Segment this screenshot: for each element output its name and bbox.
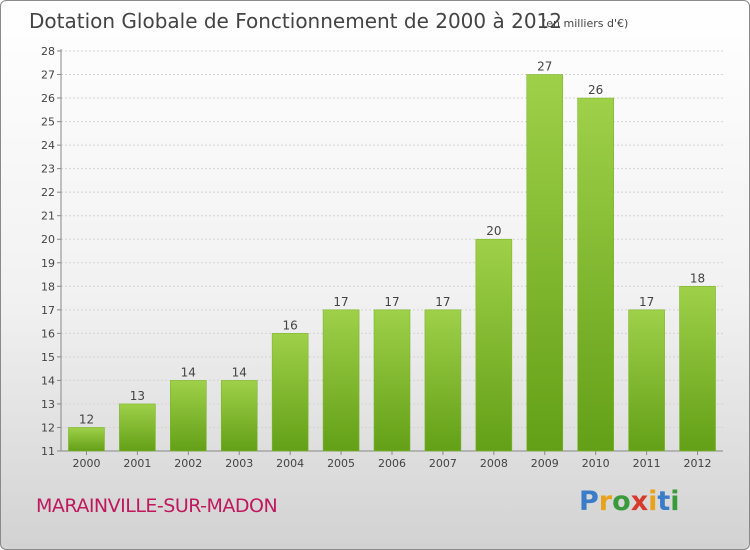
y-tick-label: 26 [41,92,55,105]
x-tick-label: 2002 [174,457,202,470]
y-tick-label: 23 [41,163,55,176]
y-tick-label: 20 [41,233,55,246]
bar-value-label: 18 [690,271,705,285]
y-tick-label: 28 [41,45,55,58]
y-tick-label: 16 [41,327,55,340]
bar-value-label: 27 [537,60,552,74]
logo-letter: x [630,486,649,517]
bar-2002 [170,380,207,452]
bar-2004 [271,333,309,452]
logo-letter: i [670,486,680,517]
bar-2009 [526,74,564,452]
bar-value-label: 14 [232,365,247,379]
bar-value-label: 12 [79,412,94,426]
city-name: MARAINVILLE-SUR-MADON [36,495,278,517]
y-tick-label: 15 [41,351,55,364]
bar-2007 [424,309,462,452]
logo-letter: t [657,486,671,517]
bar-value-label: 13 [130,389,145,403]
logo-letter: o [612,486,631,517]
bar-2010 [577,97,614,452]
y-tick-label: 13 [41,398,55,411]
chart-title: Dotation Globale de Fonctionnement de 20… [29,9,562,33]
bar-2008 [475,238,513,452]
proxiti-logo: Proxiti [579,486,680,517]
y-tick-label: 24 [41,139,55,152]
bar-value-label: 20 [486,224,501,238]
x-tick-label: 2009 [531,457,559,470]
y-tick-label: 25 [41,116,55,129]
bar-2012 [679,285,716,452]
bar-2000 [68,427,105,452]
bar-value-label: 17 [333,295,348,309]
bar-2011 [628,309,665,452]
y-tick-label: 17 [41,304,55,317]
bar-value-label: 16 [283,318,298,332]
y-tick-label: 27 [41,69,55,82]
y-tick-label: 11 [41,445,55,458]
x-tick-label: 2007 [429,457,457,470]
x-tick-label: 2008 [480,457,508,470]
logo-letter: P [579,486,599,517]
chart-subtitle: (en milliers d'€) [542,17,629,30]
y-tick-label: 14 [41,374,55,387]
logo-letter: i [648,486,658,517]
bar-value-label: 17 [639,295,654,309]
y-tick-label: 19 [41,257,55,270]
bar-value-label: 17 [384,295,399,309]
logo-letter: r [598,486,613,517]
y-tick-label: 18 [41,280,55,293]
x-tick-label: 2011 [633,457,661,470]
bar-value-label: 14 [181,365,196,379]
bar-2001 [119,403,156,452]
x-tick-label: 2001 [123,457,151,470]
bar-2005 [322,309,360,452]
x-tick-label: 2012 [684,457,712,470]
x-tick-label: 2010 [582,457,610,470]
y-tick-label: 21 [41,210,55,223]
bar-value-label: 17 [435,295,450,309]
bar-2003 [220,380,258,452]
x-tick-label: 2000 [72,457,100,470]
y-tick-label: 12 [41,421,55,434]
x-tick-label: 2004 [276,457,304,470]
bar-2006 [373,309,411,452]
x-tick-label: 2006 [378,457,406,470]
bar-value-label: 26 [588,83,603,97]
x-tick-label: 2005 [327,457,355,470]
y-tick-label: 22 [41,186,55,199]
x-tick-label: 2003 [225,457,253,470]
